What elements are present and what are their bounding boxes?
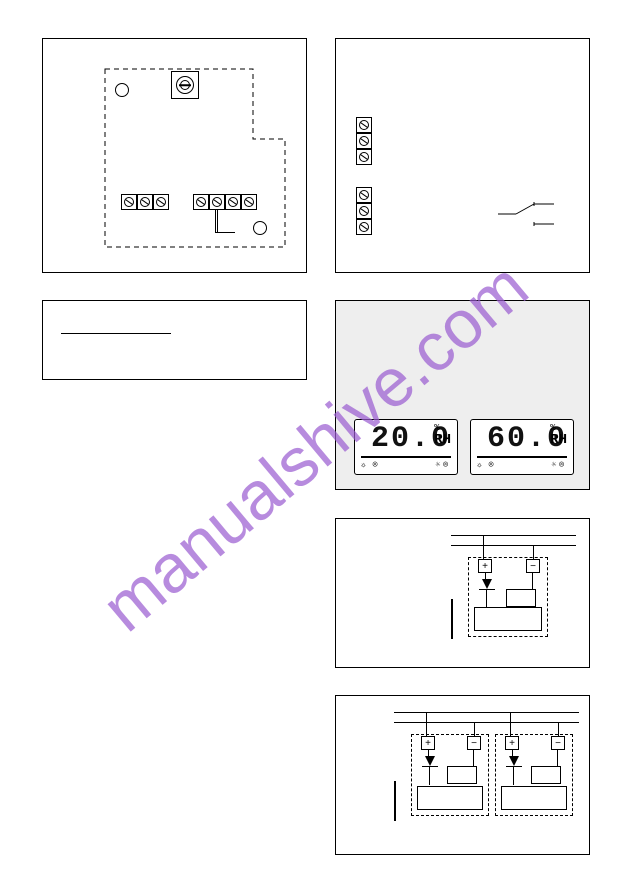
panel-wiring-dual: + − + − (335, 695, 590, 855)
rail-minus (394, 722, 579, 723)
terminal-stack-b (356, 187, 372, 235)
diode-icon (425, 756, 435, 766)
relay-box (447, 766, 477, 784)
drop-wire (426, 712, 427, 736)
lcd-unit: % RH (550, 424, 567, 447)
top-screw-box (171, 71, 199, 99)
relay-box (531, 766, 561, 784)
screw-terminal (209, 194, 225, 210)
terminal-block-4 (193, 194, 257, 210)
underline (61, 333, 171, 334)
controller-base (474, 607, 542, 631)
relay-symbol (496, 194, 556, 234)
lcd-display: 20.0 % RH ☼ ⌾ ☼⌾ (354, 419, 458, 475)
relay-box (506, 589, 536, 607)
screw-terminal (225, 194, 241, 210)
screw-terminal (356, 133, 372, 149)
ref-bar (451, 599, 453, 639)
plus-terminal: + (478, 559, 492, 573)
controller-schematic: + − (495, 734, 573, 816)
lcd-display: 60.0 % RH ☼ ⌾ ☼⌾ (470, 419, 574, 475)
screw-terminal (356, 117, 372, 133)
rail-minus (451, 545, 576, 546)
screw-terminal (153, 194, 169, 210)
panel-lcd-examples: 20.0 % RH ☼ ⌾ ☼⌾ 60.0 % RH ☼ ⌾ ☼⌾ (335, 300, 590, 490)
controller-base (501, 786, 567, 810)
lcd-icons: ☼ ⌾ ☼⌾ (361, 460, 451, 470)
plus-terminal: + (421, 736, 435, 750)
diode-icon (482, 579, 492, 589)
minus-terminal: − (467, 736, 481, 750)
lcd-divider (361, 456, 451, 458)
diode-icon (509, 756, 519, 766)
lcd-divider (477, 456, 567, 458)
screw-terminal (356, 203, 372, 219)
lead-wire (215, 210, 216, 232)
ref-bar (394, 781, 396, 821)
panel-wiring-single: + − (335, 518, 590, 668)
screw-terminal (241, 194, 257, 210)
lcd-unit: % RH (434, 424, 451, 447)
drop-wire (510, 712, 511, 736)
screw-terminal (121, 194, 137, 210)
panel-device-outline (42, 38, 307, 273)
panel-textbox (42, 300, 307, 380)
terminal-stack-a (356, 117, 372, 165)
controller-schematic: + − (468, 557, 548, 637)
screw-terminal (356, 219, 372, 235)
rail-plus (394, 712, 579, 713)
terminal-block-3 (121, 194, 169, 210)
mount-hole (253, 221, 267, 235)
lcd-icons: ☼ ⌾ ☼⌾ (477, 460, 567, 470)
lead-wire (215, 232, 235, 233)
screw-terminal (356, 149, 372, 165)
panel-terminal-definition (335, 38, 590, 273)
screw-terminal (137, 194, 153, 210)
controller-base (417, 786, 483, 810)
minus-terminal: − (551, 736, 565, 750)
screw-terminal (193, 194, 209, 210)
minus-terminal: − (526, 559, 540, 573)
rail-plus (451, 535, 576, 536)
mount-hole (115, 83, 129, 97)
screw-terminal (356, 187, 372, 203)
drop-wire (483, 535, 484, 559)
controller-schematic: + − (411, 734, 489, 816)
plus-terminal: + (505, 736, 519, 750)
lead-wire (217, 210, 218, 232)
